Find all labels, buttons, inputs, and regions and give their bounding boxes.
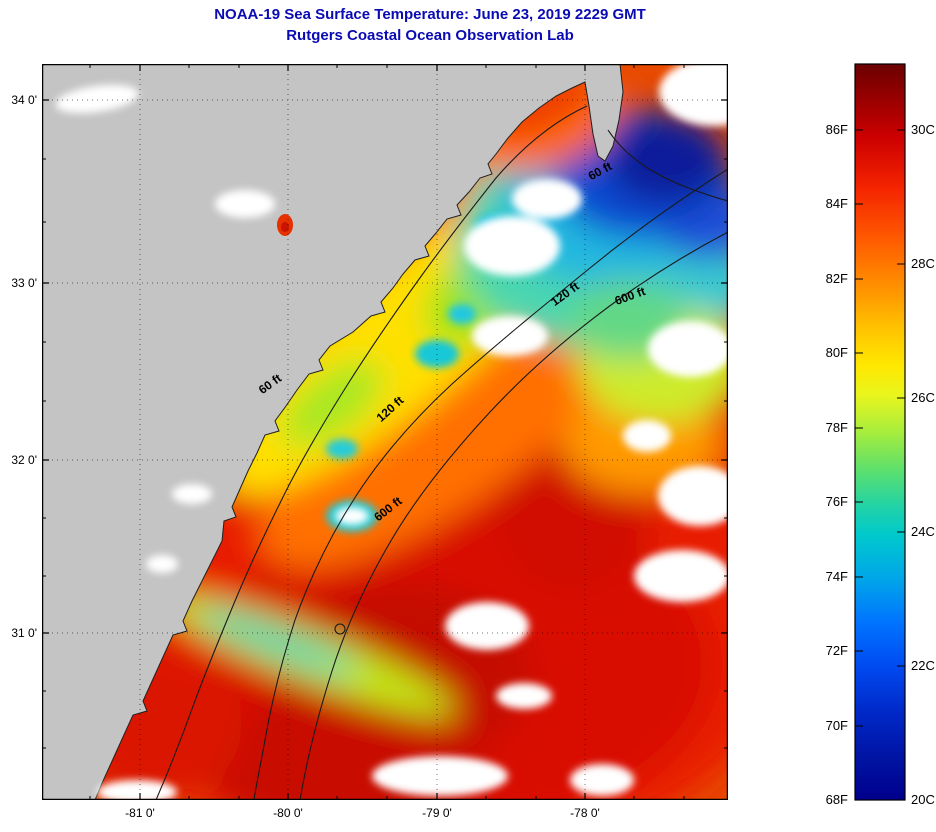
map-frame <box>42 64 728 800</box>
f-label: 78F <box>826 420 848 435</box>
f-label: 70F <box>826 718 848 733</box>
colorbar-ticks <box>855 129 905 801</box>
contour-60ft <box>155 105 588 800</box>
x-tick-label: -81 0' <box>125 806 155 820</box>
f-label: 86F <box>826 122 848 137</box>
sst-field-image <box>42 64 728 800</box>
f-label: 76F <box>826 494 848 509</box>
y-tick-label: 31 0' <box>11 626 37 640</box>
cloud-cover-land <box>55 84 275 800</box>
contour-60ft-north <box>607 129 728 202</box>
colorbar-celsius-labels: 30C 28C 26C 24C 22C 20C <box>911 122 935 807</box>
f-label: 74F <box>826 569 848 584</box>
station-marker <box>334 623 346 635</box>
f-label: 84F <box>826 196 848 211</box>
contour-600ft <box>299 231 728 800</box>
c-label: 28C <box>911 256 935 271</box>
warm-lake-spot <box>277 214 293 236</box>
x-tick-label: -79 0' <box>422 806 452 820</box>
contour-120ft <box>253 168 728 800</box>
c-label: 30C <box>911 122 935 137</box>
x-tick-label: -80 0' <box>273 806 303 820</box>
f-label: 80F <box>826 345 848 360</box>
c-label: 20C <box>911 792 935 807</box>
major-ticks <box>42 64 728 800</box>
colorbar-gradient <box>854 63 906 801</box>
y-tick-label: 33 0' <box>11 276 37 290</box>
minor-ticks <box>42 64 728 800</box>
page-title: NOAA-19 Sea Surface Temperature: June 23… <box>214 6 646 23</box>
f-label: 72F <box>826 643 848 658</box>
colorbar: 86F 84F 82F 80F 78F 76F 74F 72F 70F 68F … <box>826 63 935 807</box>
colorbar-fahrenheit-labels: 86F 84F 82F 80F 78F 76F 74F 72F 70F 68F <box>826 122 848 807</box>
sst-map: 60 ft 120 ft 600 ft 60 ft 120 ft 600 ft <box>42 64 728 800</box>
cloud-cover <box>275 64 728 796</box>
y-tick-label: 32 0' <box>11 453 37 467</box>
c-label: 22C <box>911 658 935 673</box>
c-label: 26C <box>911 390 935 405</box>
x-tick-label: -78 0' <box>570 806 600 820</box>
page-subtitle: Rutgers Coastal Ocean Observation Lab <box>286 27 574 44</box>
land-mass <box>42 64 624 800</box>
title-block: NOAA-19 Sea Surface Temperature: June 23… <box>42 4 818 46</box>
y-tick-label: 34 0' <box>11 93 37 107</box>
depth-contours <box>155 105 728 800</box>
f-label: 82F <box>826 271 848 286</box>
f-label: 68F <box>826 792 848 807</box>
c-label: 24C <box>911 524 935 539</box>
